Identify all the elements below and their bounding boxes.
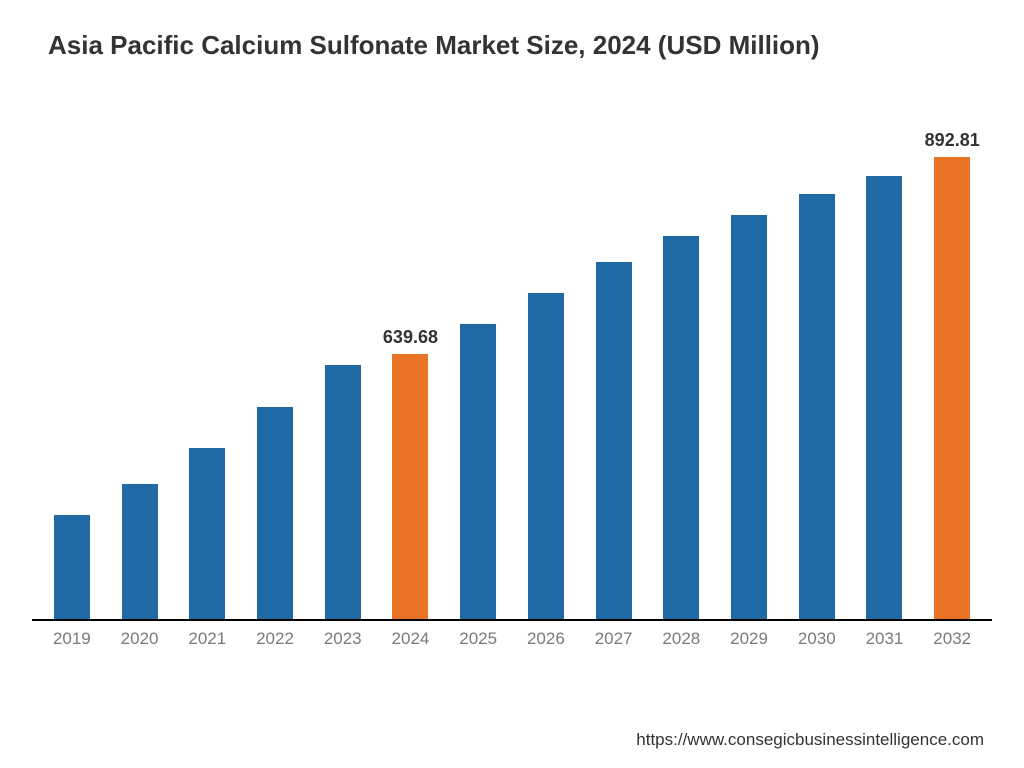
bar: [799, 194, 835, 619]
bars-row: 639.68 892.81: [32, 101, 992, 619]
bar: [663, 236, 699, 619]
bar: [528, 293, 564, 619]
chart-title: Asia Pacific Calcium Sulfonate Market Si…: [48, 30, 994, 61]
bar-slot: [580, 101, 648, 619]
bar: [731, 215, 767, 619]
chart-page: Asia Pacific Calcium Sulfonate Market Si…: [0, 0, 1024, 768]
chart-container: 639.68892.81 201920202021202220232024202…: [32, 101, 992, 661]
bar: [866, 176, 902, 619]
bar: [934, 157, 970, 619]
bar-slot: [783, 101, 851, 619]
x-label: 2026: [512, 629, 580, 661]
x-label: 2028: [647, 629, 715, 661]
x-label: 2024: [377, 629, 445, 661]
bar-slot: [444, 101, 512, 619]
bar-slot: [309, 101, 377, 619]
bar: [189, 448, 225, 619]
bar-slot: [106, 101, 174, 619]
bar: [392, 354, 428, 619]
x-label: 2032: [918, 629, 986, 661]
x-label: 2021: [173, 629, 241, 661]
x-label: 2027: [580, 629, 648, 661]
x-label: 2030: [783, 629, 851, 661]
bar-slot: 892.81: [918, 101, 986, 619]
bar: [257, 407, 293, 619]
bar-slot: [38, 101, 106, 619]
source-link[interactable]: https://www.consegicbusinessintelligence…: [0, 730, 984, 750]
bar-slot: [512, 101, 580, 619]
bar-value-label: 639.68: [383, 327, 438, 348]
bar: [325, 365, 361, 619]
x-label: 2031: [851, 629, 919, 661]
x-label: 2025: [444, 629, 512, 661]
x-label: 2020: [106, 629, 174, 661]
bar-slot: [241, 101, 309, 619]
x-label: 2029: [715, 629, 783, 661]
bar-value-label: 892.81: [925, 130, 980, 151]
bar: [460, 324, 496, 619]
bar-slot: [647, 101, 715, 619]
plot-area: 639.68 892.81: [32, 101, 992, 621]
bar: [596, 262, 632, 619]
x-label: 2019: [38, 629, 106, 661]
x-label: 2022: [241, 629, 309, 661]
bar: [122, 484, 158, 619]
bar: [54, 515, 90, 619]
x-axis-labels: 2019202020212022202320242025202620272028…: [32, 621, 992, 661]
bar-slot: [851, 101, 919, 619]
x-label: 2023: [309, 629, 377, 661]
bar-slot: 639.68: [377, 101, 445, 619]
bar-slot: [173, 101, 241, 619]
bar-slot: [715, 101, 783, 619]
